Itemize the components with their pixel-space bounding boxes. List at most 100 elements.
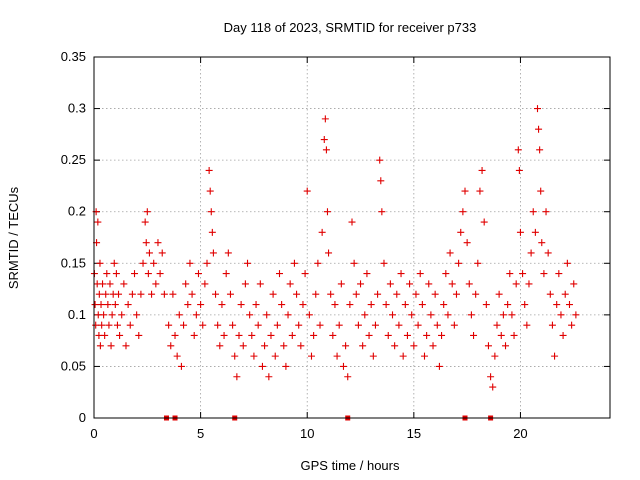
data-point xyxy=(357,280,365,288)
data-point xyxy=(104,301,112,309)
data-point xyxy=(316,321,324,329)
data-point xyxy=(459,208,467,216)
data-point xyxy=(480,218,488,226)
data-point xyxy=(399,352,407,360)
data-point xyxy=(461,187,469,195)
data-point xyxy=(208,228,216,236)
data-point xyxy=(429,342,437,350)
data-point xyxy=(354,321,362,329)
data-point xyxy=(435,362,443,370)
data-point xyxy=(182,280,190,288)
data-point xyxy=(491,352,499,360)
data-point xyxy=(559,331,567,339)
data-point xyxy=(126,321,134,329)
data-point xyxy=(425,280,433,288)
data-point xyxy=(250,352,258,360)
data-point xyxy=(557,311,565,319)
data-point xyxy=(450,321,458,329)
data-point xyxy=(235,331,243,339)
data-point xyxy=(145,249,153,257)
data-point xyxy=(226,290,234,298)
x-tick-label: 5 xyxy=(197,426,204,441)
data-point xyxy=(369,352,377,360)
data-point xyxy=(239,342,247,350)
chart-title: Day 118 of 2023, SRMTID for receiver p73… xyxy=(224,20,477,35)
data-point xyxy=(382,301,390,309)
data-point xyxy=(220,331,228,339)
y-tick-label: 0.3 xyxy=(68,101,86,116)
data-point xyxy=(244,259,252,267)
data-point xyxy=(269,290,277,298)
data-point xyxy=(570,280,578,288)
data-point xyxy=(448,280,456,288)
data-point xyxy=(142,239,150,247)
y-tick-label: 0.25 xyxy=(61,152,86,167)
data-point xyxy=(377,177,385,185)
data-point xyxy=(169,290,177,298)
data-point xyxy=(144,270,152,278)
data-point xyxy=(124,301,132,309)
data-point xyxy=(254,321,262,329)
data-point xyxy=(154,239,162,247)
data-point xyxy=(314,259,322,267)
y-tick-label: 0.05 xyxy=(61,358,86,373)
data-point xyxy=(293,290,301,298)
data-point xyxy=(141,218,149,226)
data-point xyxy=(380,259,388,267)
data-point xyxy=(455,259,463,267)
data-point xyxy=(105,321,113,329)
data-point xyxy=(150,259,158,267)
data-point xyxy=(276,270,284,278)
data-point xyxy=(403,331,411,339)
plot-frame xyxy=(93,56,611,419)
data-point xyxy=(246,311,254,319)
data-point xyxy=(284,311,292,319)
data-point xyxy=(180,321,188,329)
data-point xyxy=(414,321,422,329)
data-point xyxy=(177,362,185,370)
data-point xyxy=(482,301,490,309)
data-point xyxy=(529,208,537,216)
data-point xyxy=(386,280,394,288)
data-point xyxy=(205,166,213,174)
data-point xyxy=(273,321,281,329)
data-point xyxy=(519,270,527,278)
data-point xyxy=(323,208,331,216)
x-axis-label: GPS time / hours xyxy=(301,458,400,473)
data-point xyxy=(290,259,298,267)
data-point xyxy=(231,352,239,360)
data-point xyxy=(535,125,543,133)
data-point xyxy=(241,280,249,288)
data-point xyxy=(512,280,520,288)
data-point xyxy=(95,290,103,298)
data-point xyxy=(344,373,352,381)
data-point xyxy=(175,311,183,319)
data-point xyxy=(335,321,343,329)
data-point xyxy=(406,280,414,288)
data-point xyxy=(393,290,401,298)
data-point xyxy=(542,208,550,216)
data-point xyxy=(100,311,108,319)
data-point xyxy=(420,352,428,360)
data-point xyxy=(98,321,106,329)
data-point xyxy=(310,331,318,339)
data-point xyxy=(122,342,130,350)
data-point xyxy=(212,290,220,298)
data-point xyxy=(540,270,548,278)
data-point xyxy=(148,290,156,298)
data-point xyxy=(192,311,200,319)
y-axis-label: SRMTID / TECUs xyxy=(6,186,21,289)
data-point xyxy=(91,301,99,309)
data-point xyxy=(546,290,554,298)
data-point xyxy=(167,342,175,350)
data-point xyxy=(395,321,403,329)
data-point xyxy=(515,166,523,174)
data-point xyxy=(233,373,241,381)
data-point xyxy=(282,362,290,370)
data-point xyxy=(135,331,143,339)
data-point xyxy=(197,301,205,309)
y-tick-label: 0.1 xyxy=(68,307,86,322)
data-point xyxy=(374,290,382,298)
data-point xyxy=(173,352,181,360)
data-point xyxy=(568,321,576,329)
